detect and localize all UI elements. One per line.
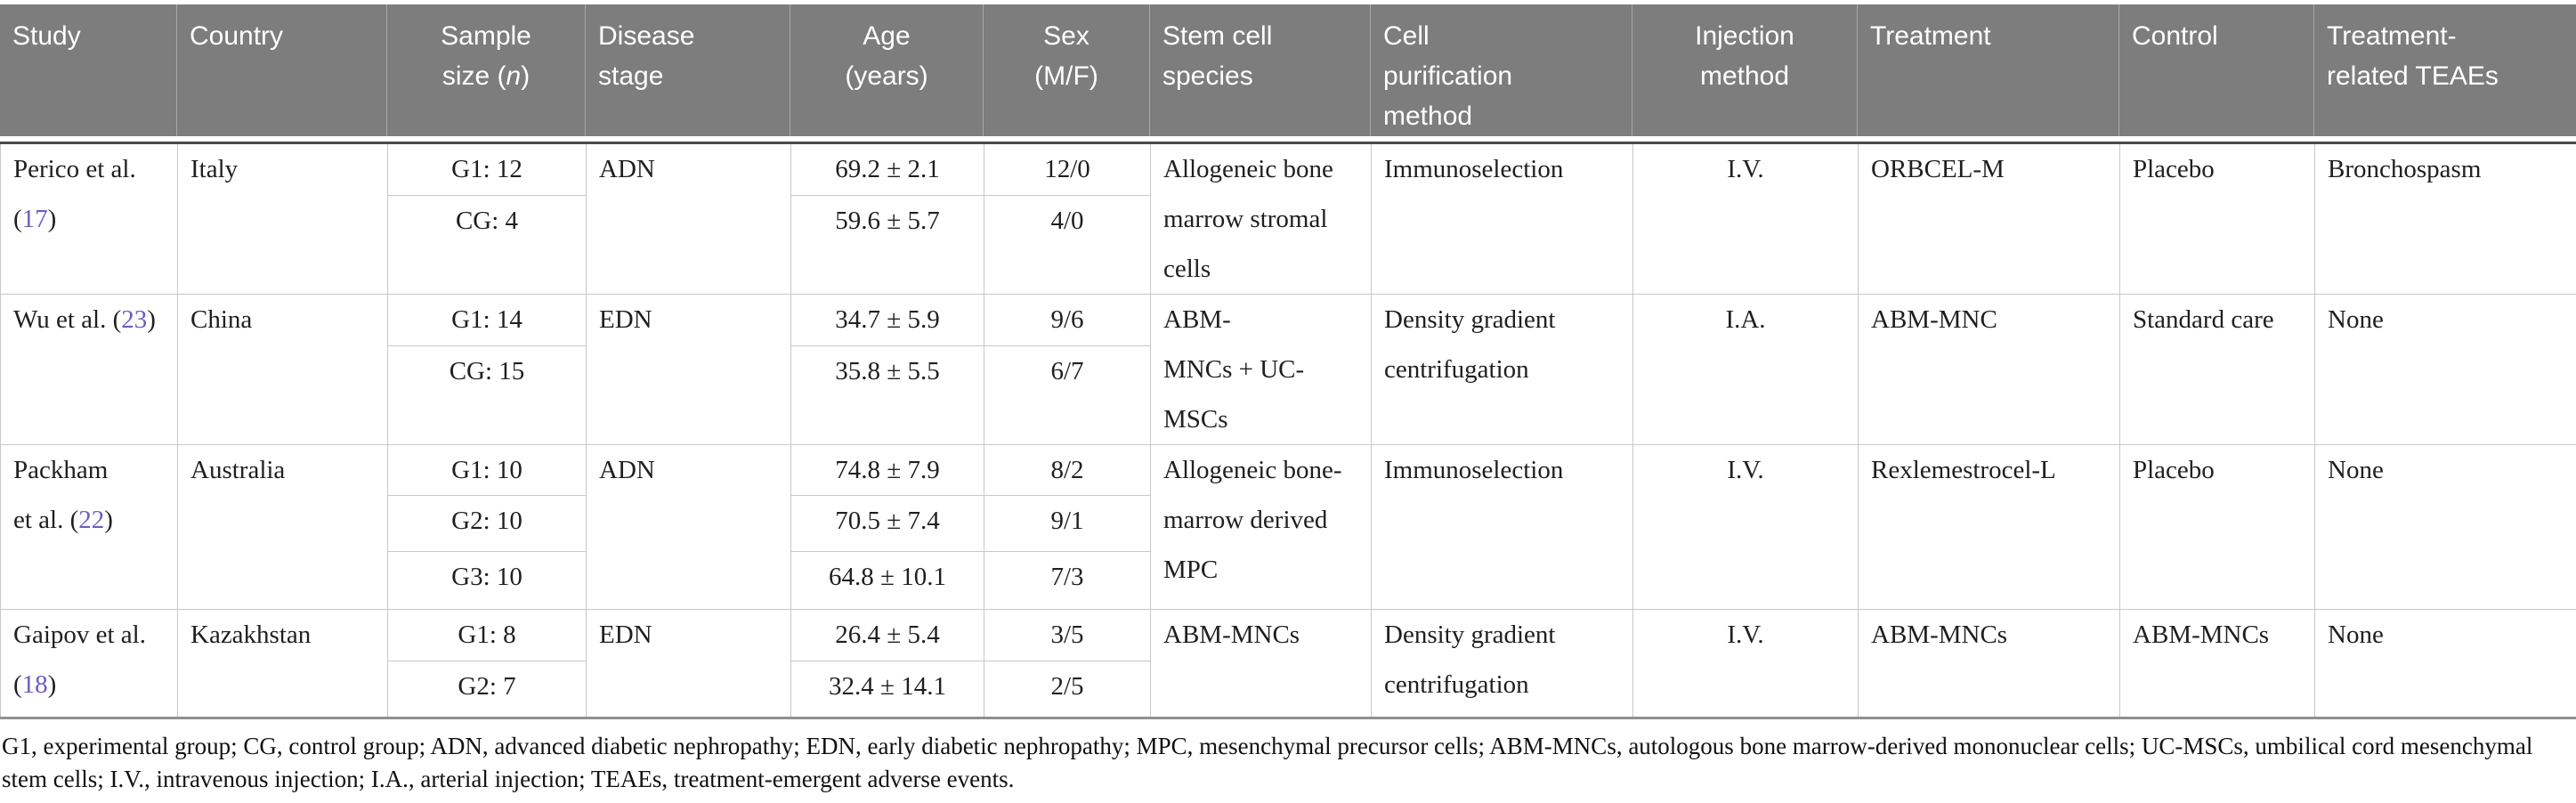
- country-cell: China: [178, 295, 388, 445]
- control-cell: Placebo: [2120, 445, 2315, 610]
- study-cell: Perico et al. (17): [1, 143, 178, 295]
- sex-cell: 8/2: [984, 445, 1151, 496]
- country-cell: Italy: [178, 143, 388, 295]
- column-header-sex: Sex (M/F): [984, 4, 1150, 136]
- column-header-disease-stage: Disease stage: [586, 4, 790, 136]
- disease-stage-cell: ADN: [587, 143, 791, 295]
- column-header-teaes: Treatment- related TEAEs: [2314, 4, 2576, 136]
- column-header-control: Control: [2119, 4, 2314, 136]
- sex-cell: 12/0: [984, 143, 1151, 196]
- citation-link[interactable]: 17: [22, 205, 48, 233]
- study-cell: Wu et al. (23): [1, 295, 178, 445]
- teaes-cell: None: [2315, 610, 2576, 718]
- column-header-stem-cell-species: Stem cell species: [1150, 4, 1371, 136]
- treatment-cell: ORBCEL-M: [1859, 143, 2120, 295]
- species-cell: ABM- MNCs + UC- MSCs: [1151, 295, 1372, 445]
- injection-cell: I.V.: [1633, 610, 1859, 718]
- sex-cell: 9/1: [984, 496, 1151, 552]
- sex-cell: 7/3: [984, 552, 1151, 610]
- species-cell: Allogeneic bone marrow stromal cells: [1151, 143, 1372, 295]
- column-header-study: Study: [0, 4, 177, 136]
- species-cell: Allogeneic bone- marrow derived MPC: [1151, 445, 1372, 610]
- injection-cell: I.V.: [1633, 143, 1859, 295]
- sample-size-cell: G2: 10: [388, 496, 587, 552]
- age-cell: 59.6 ± 5.7: [791, 196, 984, 295]
- sample-size-cell: G3: 10: [388, 552, 587, 610]
- age-cell: 32.4 ± 14.1: [791, 661, 984, 718]
- sex-cell: 4/0: [984, 196, 1151, 295]
- sex-cell: 3/5: [984, 610, 1151, 661]
- age-cell: 69.2 ± 2.1: [791, 143, 984, 196]
- species-cell: ABM-MNCs: [1151, 610, 1372, 718]
- sex-cell: 2/5: [984, 661, 1151, 718]
- sample-size-cell: G1: 14: [388, 295, 587, 346]
- disease-stage-cell: ADN: [587, 445, 791, 610]
- column-header-sample-size: Sample size (n): [387, 4, 586, 136]
- purification-cell: Density gradient centrifugation: [1372, 610, 1633, 718]
- control-cell: Placebo: [2120, 143, 2315, 295]
- citation-link[interactable]: 23: [121, 305, 147, 334]
- study-label-close: ): [48, 670, 57, 699]
- citation-link[interactable]: 18: [22, 670, 48, 699]
- treatment-cell: Rexlemestrocel-L: [1859, 445, 2120, 610]
- sample-size-cell: G1: 12: [388, 143, 587, 196]
- disease-stage-cell: EDN: [587, 295, 791, 445]
- age-cell: 34.7 ± 5.9: [791, 295, 984, 346]
- study-label: Wu et al. (: [13, 305, 121, 334]
- injection-cell: I.V.: [1633, 445, 1859, 610]
- age-cell: 35.8 ± 5.5: [791, 346, 984, 445]
- sex-cell: 9/6: [984, 295, 1151, 346]
- country-cell: Australia: [178, 445, 388, 610]
- purification-cell: Density gradient centrifugation: [1372, 295, 1633, 445]
- study-label-close: ): [147, 305, 156, 334]
- teaes-cell: None: [2315, 295, 2576, 445]
- sample-size-cell: G1: 10: [388, 445, 587, 496]
- treatment-cell: ABM-MNCs: [1859, 610, 2120, 718]
- teaes-cell: Bronchospasm: [2315, 143, 2576, 295]
- country-cell: Kazakhstan: [178, 610, 388, 718]
- sample-size-cell: G2: 7: [388, 661, 587, 718]
- injection-cell: I.A.: [1633, 295, 1859, 445]
- study-label-close: ): [104, 506, 113, 534]
- column-header-country: Country: [177, 4, 387, 136]
- column-header-treatment: Treatment: [1858, 4, 2119, 136]
- sex-cell: 6/7: [984, 346, 1151, 445]
- purification-cell: Immunoselection: [1372, 445, 1633, 610]
- treatment-cell: ABM-MNC: [1859, 295, 2120, 445]
- disease-stage-cell: EDN: [587, 610, 791, 718]
- column-header-injection-method: Injection method: [1632, 4, 1858, 136]
- study-cell: Gaipov et al. (18): [1, 610, 178, 718]
- age-cell: 70.5 ± 7.4: [791, 496, 984, 552]
- control-cell: ABM-MNCs: [2120, 610, 2315, 718]
- footnote: G1, experimental group; CG, control grou…: [0, 719, 2572, 803]
- age-cell: 74.8 ± 7.9: [791, 445, 984, 496]
- citation-link[interactable]: 22: [78, 506, 104, 534]
- teaes-cell: None: [2315, 445, 2576, 610]
- sample-size-cell: CG: 15: [388, 346, 587, 445]
- column-header-age: Age (years): [790, 4, 984, 136]
- study-cell: Packham et al. (22): [1, 445, 178, 610]
- sample-size-cell: G1: 8: [388, 610, 587, 661]
- column-header-cell-purification-method: Cell purification method: [1371, 4, 1632, 136]
- sample-size-cell: CG: 4: [388, 196, 587, 295]
- age-cell: 64.8 ± 10.1: [791, 552, 984, 610]
- age-cell: 26.4 ± 5.4: [791, 610, 984, 661]
- purification-cell: Immunoselection: [1372, 143, 1633, 295]
- study-label-close: ): [48, 205, 57, 233]
- control-cell: Standard care: [2120, 295, 2315, 445]
